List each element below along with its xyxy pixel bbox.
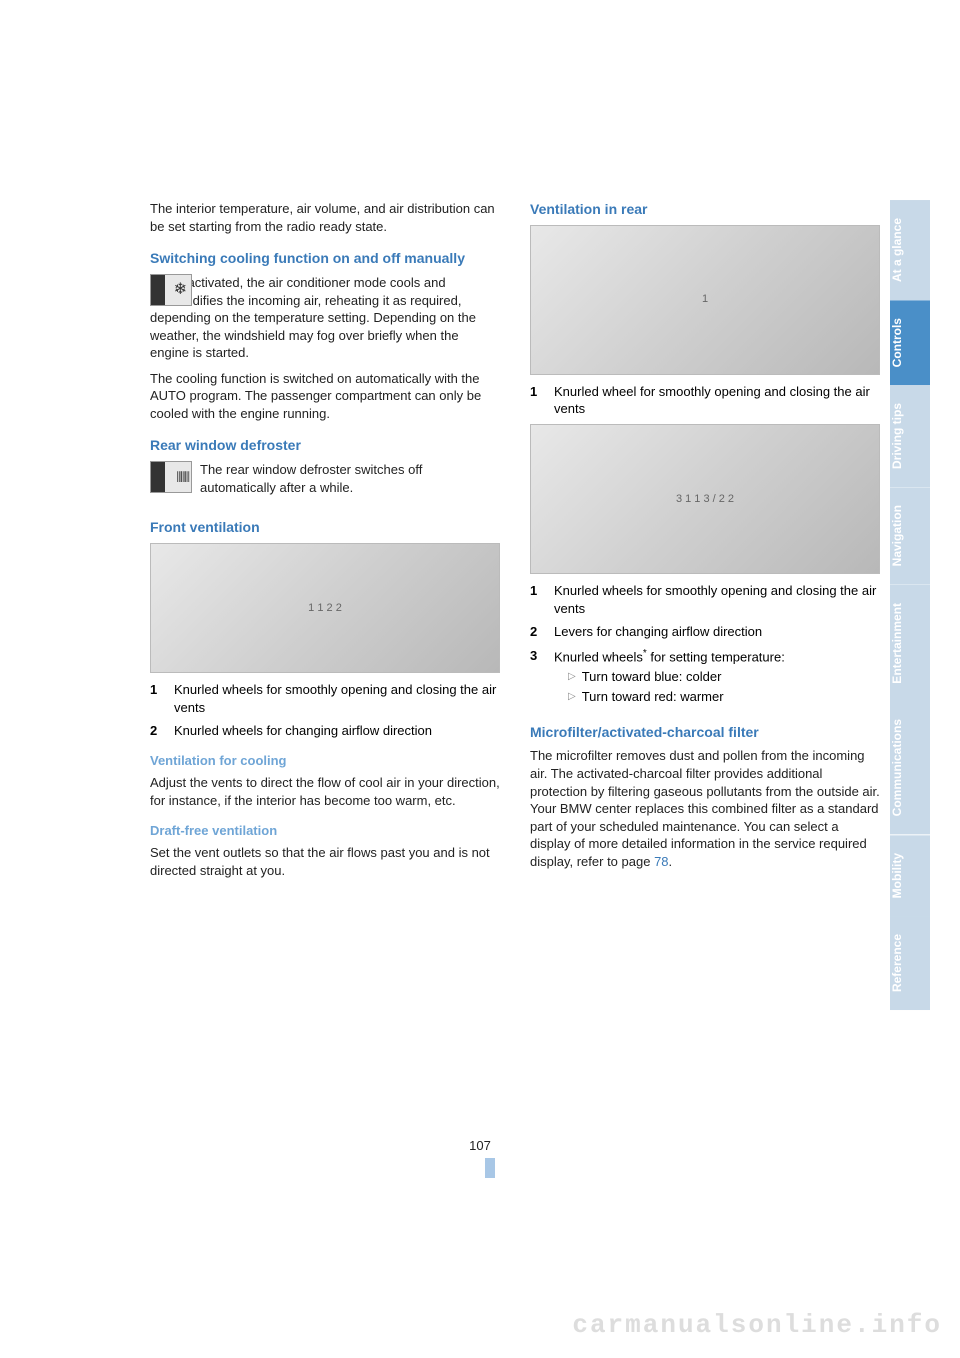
front-list-2: 2 Knurled wheels for changing airflow di… — [150, 722, 500, 740]
rear-a-list-1-text: Knurled wheel for smoothly opening and c… — [554, 383, 880, 418]
cooling-para-b: The cooling function is switched on auto… — [150, 370, 500, 423]
page-content: The interior temperature, air volume, an… — [0, 0, 960, 887]
tab-entertainment[interactable]: Entertainment — [890, 585, 930, 702]
rear-b-list-2: 2 Levers for changing airflow direction — [530, 623, 880, 641]
heading-vent-cooling: Ventilation for cooling — [150, 752, 500, 770]
sub-cold: ▷ Turn toward blue: colder — [568, 668, 880, 686]
rear-b-list-1-text: Knurled wheels for smoothly opening and … — [554, 582, 880, 617]
diagram-b-label: 3 1 1 3 / 2 2 — [676, 492, 734, 507]
tab-communications[interactable]: Communications — [890, 701, 930, 834]
microfilter-text: The microfilter removes dust and pollen … — [530, 748, 880, 868]
tab-controls[interactable]: Controls — [890, 300, 930, 385]
page-link-78[interactable]: 78 — [654, 854, 668, 869]
heading-draft-free: Draft-free ventilation — [150, 822, 500, 840]
num-1b: 1 — [530, 383, 544, 418]
defrost-text: The rear window defroster switches off a… — [200, 461, 500, 496]
page-number: 107 — [469, 1138, 491, 1153]
page-number-bar — [485, 1158, 495, 1178]
intro-para: The interior temperature, air volume, an… — [150, 200, 500, 235]
heading-rear-vent: Ventilation in rear — [530, 200, 880, 219]
num-1c: 1 — [530, 582, 544, 617]
defrost-block: ⫴⫴⫴ The rear window defroster switches o… — [150, 461, 500, 504]
num-1: 1 — [150, 681, 164, 716]
diagram-labels: 1 1 2 2 — [308, 601, 342, 616]
watermark: carmanualsonline.info — [572, 1310, 942, 1340]
triangle-icon: ▷ — [568, 688, 576, 706]
draft-free-para: Set the vent outlets so that the air flo… — [150, 844, 500, 879]
num-2b: 2 — [530, 623, 544, 641]
right-column: Ventilation in rear 1 1 Knurled wheel fo… — [530, 200, 930, 887]
rear-b-list-2-text: Levers for changing airflow direction — [554, 623, 880, 641]
tab-navigation[interactable]: Navigation — [890, 487, 930, 584]
left-column: The interior temperature, air volume, an… — [150, 200, 500, 887]
num-3: 3 — [530, 647, 544, 709]
num-2: 2 — [150, 722, 164, 740]
sub-warm: ▷ Turn toward red: warmer — [568, 688, 880, 706]
heading-rear-defrost: Rear window defroster — [150, 436, 500, 455]
defrost-icon: ⫴⫴⫴ — [150, 461, 192, 493]
rear-vent-diagram-a: 1 — [530, 225, 880, 375]
sub-warm-text: Turn toward red: warmer — [582, 688, 724, 706]
front-list-1: 1 Knurled wheels for smoothly opening an… — [150, 681, 500, 716]
front-list-2-text: Knurled wheels for changing airflow dire… — [174, 722, 500, 740]
sub-cold-text: Turn toward blue: colder — [582, 668, 722, 686]
tab-mobility[interactable]: Mobility — [890, 835, 930, 916]
tab-at-a-glance[interactable]: At a glance — [890, 200, 930, 300]
microfilter-para: The microfilter removes dust and pollen … — [530, 747, 880, 870]
front-vent-diagram: 1 1 2 2 — [150, 543, 500, 673]
heading-microfilter: Microfilter/activated-charcoal filter — [530, 723, 880, 742]
side-tabs: At a glance Controls Driving tips Naviga… — [890, 200, 930, 1010]
list3-part-b: for setting temperature: — [647, 649, 785, 664]
rear-a-list-1: 1 Knurled wheel for smoothly opening and… — [530, 383, 880, 418]
rear-b-list-3-text: Knurled wheels* for setting temperature:… — [554, 647, 880, 709]
tab-reference[interactable]: Reference — [890, 916, 930, 1010]
heading-front-vent: Front ventilation — [150, 518, 500, 537]
vent-cooling-para: Adjust the vents to direct the flow of c… — [150, 774, 500, 809]
front-list-1-text: Knurled wheels for smoothly opening and … — [174, 681, 500, 716]
microfilter-end: . — [669, 854, 673, 869]
triangle-icon: ▷ — [568, 668, 576, 686]
temp-sublist: ▷ Turn toward blue: colder ▷ Turn toward r… — [554, 668, 880, 706]
heading-cooling: Switching cooling function on and off ma… — [150, 249, 500, 268]
diagram-a-label: 1 — [702, 292, 708, 307]
rear-b-list-3: 3 Knurled wheels* for setting temperatur… — [530, 647, 880, 709]
rear-b-list-1: 1 Knurled wheels for smoothly opening an… — [530, 582, 880, 617]
tab-driving-tips[interactable]: Driving tips — [890, 385, 930, 487]
list3-part-a: Knurled wheels — [554, 649, 643, 664]
rear-vent-diagram-b: 3 1 1 3 / 2 2 — [530, 424, 880, 574]
snowflake-icon: ❄ — [150, 274, 192, 306]
